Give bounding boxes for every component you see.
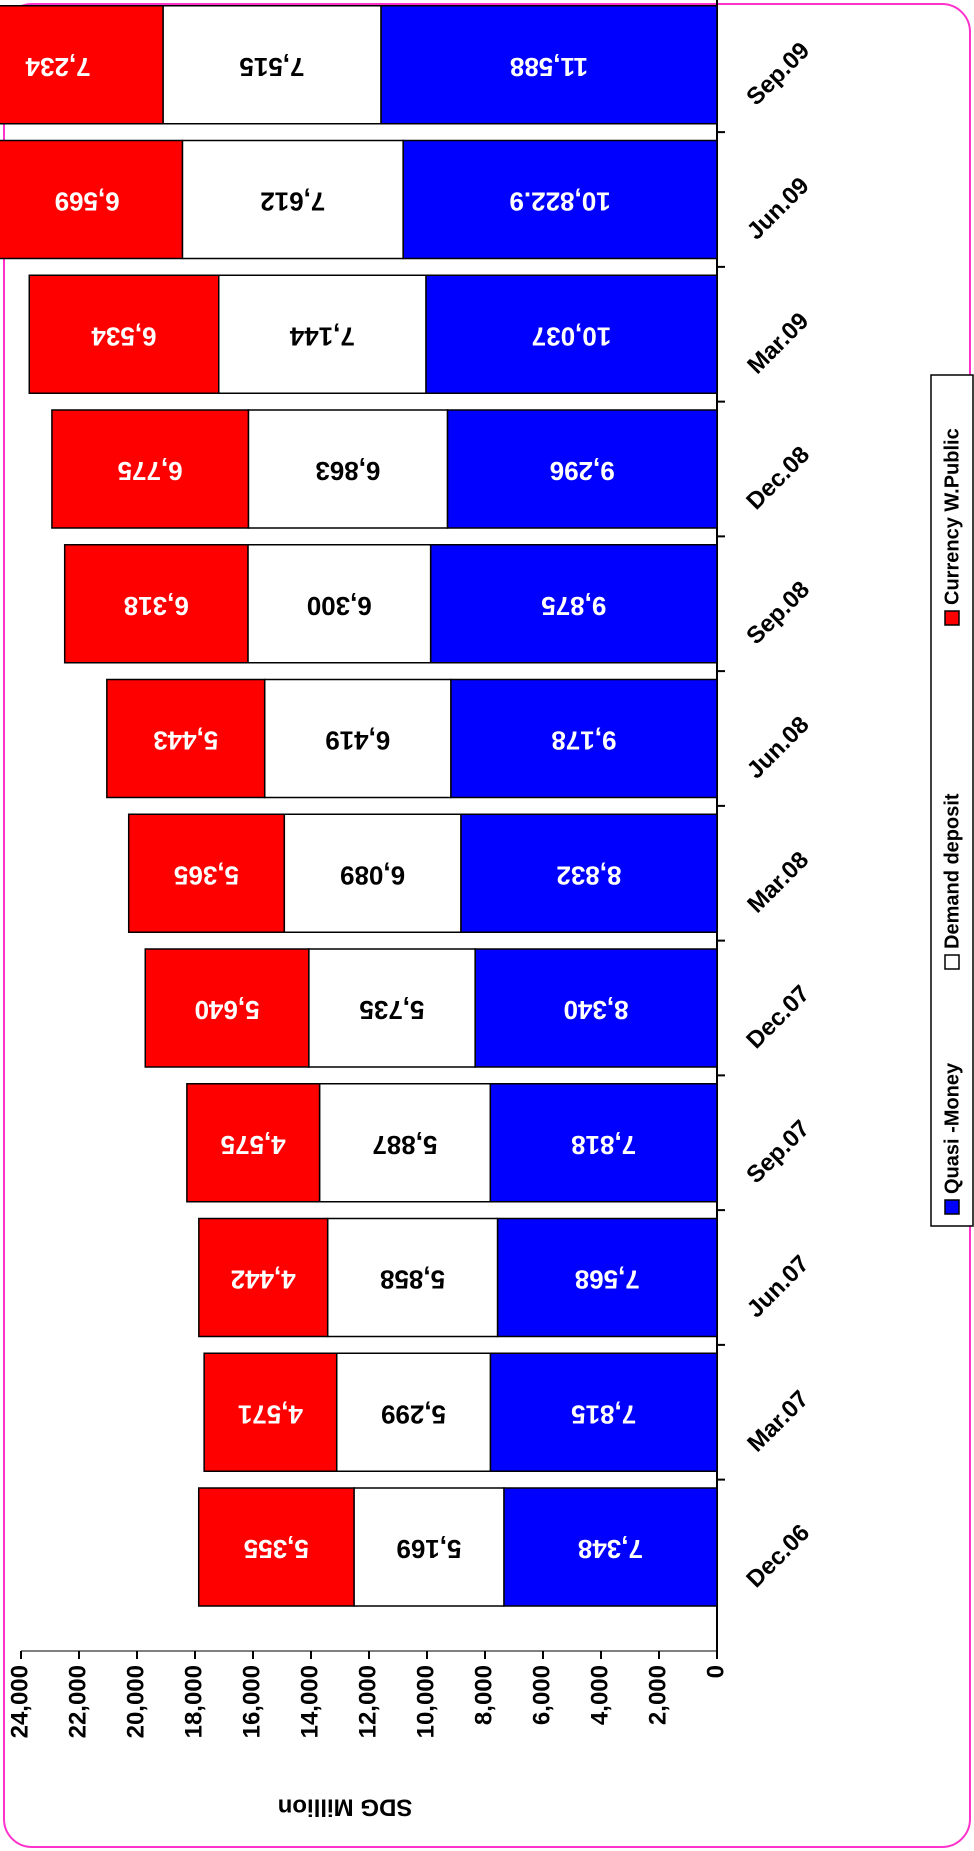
legend-label: Demand deposit <box>941 793 963 949</box>
bar-value-label: 7,348 <box>578 1534 643 1564</box>
x-tick-label: Sep.07 <box>741 1115 815 1189</box>
x-tick-label: Sep.08 <box>741 576 815 650</box>
bar-value-label: 7,815 <box>571 1399 636 1429</box>
bar-value-label: 5,299 <box>381 1399 446 1429</box>
y-tick-label: 24,000 <box>6 1665 33 1738</box>
legend-swatch <box>944 954 960 970</box>
bar-segment <box>198 1217 329 1338</box>
bar-value-label: 5,169 <box>396 1534 461 1564</box>
bar-segment <box>51 409 250 529</box>
bar-segment <box>186 1083 321 1203</box>
y-tick-label: 4,000 <box>586 1665 613 1725</box>
bar-value-label: 6,863 <box>315 456 380 486</box>
bar-value-label: 7,144 <box>289 321 355 351</box>
y-tick-label: 10,000 <box>412 1665 439 1738</box>
x-tick-label: Mar.07 <box>742 1385 814 1457</box>
bar-value-label: 8,832 <box>556 860 621 890</box>
bar-value-label: 7,515 <box>239 52 304 82</box>
bar-value-label: 5,735 <box>359 995 424 1025</box>
bar-value-label: 7,568 <box>575 1265 640 1295</box>
bar-value-label: 7,234 <box>25 52 91 82</box>
bar-value-label: 10,037 <box>532 321 612 351</box>
y-tick-label: 8,000 <box>470 1665 497 1725</box>
x-tick-label: Mar.09 <box>742 307 814 379</box>
bar-segment <box>28 274 220 394</box>
bar-segment <box>144 948 310 1068</box>
legend-label: Quasi -Money <box>941 1062 963 1194</box>
bar-value-label: 9,296 <box>550 456 615 486</box>
x-tick-label: Dec.06 <box>741 1519 815 1593</box>
bar-value-label: 5,858 <box>380 1265 445 1295</box>
bar-value-label: 6,419 <box>325 726 390 756</box>
x-tick-label: Jun.08 <box>742 711 815 784</box>
bar-value-label: 4,442 <box>231 1265 296 1295</box>
x-tick-label: Sep.09 <box>741 37 815 111</box>
bar-value-label: 6,775 <box>118 456 183 486</box>
legend: Quasi -Money Demand deposit Currency W.Pub… <box>930 374 974 1227</box>
bar-segment <box>127 813 286 933</box>
y-tick-label: 18,000 <box>180 1665 207 1738</box>
bar-value-label: 10,822.9 <box>509 187 610 217</box>
bar-value-label: 6,534 <box>91 321 157 351</box>
bar-value-label: 5,443 <box>153 726 218 756</box>
bar-value-label: 5,887 <box>372 1130 437 1160</box>
x-tick-label: Jun.09 <box>742 172 815 245</box>
legend-label: Currency W.Public <box>941 428 963 605</box>
bar-value-label: 5,365 <box>174 860 239 890</box>
bar-value-label: 9,875 <box>541 591 606 621</box>
bar-segment <box>197 1487 355 1607</box>
y-tick-label: 20,000 <box>122 1665 149 1738</box>
x-tick-label: Dec.07 <box>741 980 815 1054</box>
bar-segment <box>0 139 184 260</box>
bar-value-label: 9,178 <box>551 726 616 756</box>
bar-segment <box>63 544 249 664</box>
bar-segment <box>203 1352 338 1472</box>
y-tick-label: 12,000 <box>354 1665 381 1738</box>
bar-value-label: 4,571 <box>238 1399 303 1429</box>
bar-value-label: 6,318 <box>124 591 189 621</box>
y-tick-label: 14,000 <box>296 1665 323 1738</box>
bar-segment <box>0 5 164 125</box>
x-tick-label: Jun.07 <box>742 1250 815 1323</box>
x-tick-label: Dec.08 <box>741 441 815 515</box>
y-tick-label: 22,000 <box>64 1665 91 1738</box>
bar-value-label: 6,089 <box>340 860 405 890</box>
bar-value-label: 8,340 <box>564 995 629 1025</box>
x-tick-label: Mar.08 <box>742 846 814 918</box>
legend-box <box>930 374 974 1227</box>
y-tick-label: 2,000 <box>644 1665 671 1725</box>
bar-value-label: 4,575 <box>221 1130 286 1160</box>
bar-value-label: 11,588 <box>510 52 588 82</box>
y-axis-title: SDG Million <box>278 1794 413 1821</box>
y-tick-label: 0 <box>702 1665 729 1678</box>
bar-value-label: 6,300 <box>307 591 372 621</box>
legend-swatch <box>944 1199 960 1215</box>
legend-swatch <box>944 610 960 626</box>
y-tick-label: 6,000 <box>528 1665 555 1725</box>
bar-value-label: 5,640 <box>195 995 260 1025</box>
bar-value-label: 7,818 <box>571 1130 636 1160</box>
y-tick-label: 16,000 <box>238 1665 265 1738</box>
bar-value-label: 6,569 <box>55 187 120 217</box>
bar-value-label: 7,612 <box>260 187 325 217</box>
bar-segment <box>106 678 266 799</box>
bar-value-label: 5,355 <box>244 1534 309 1564</box>
